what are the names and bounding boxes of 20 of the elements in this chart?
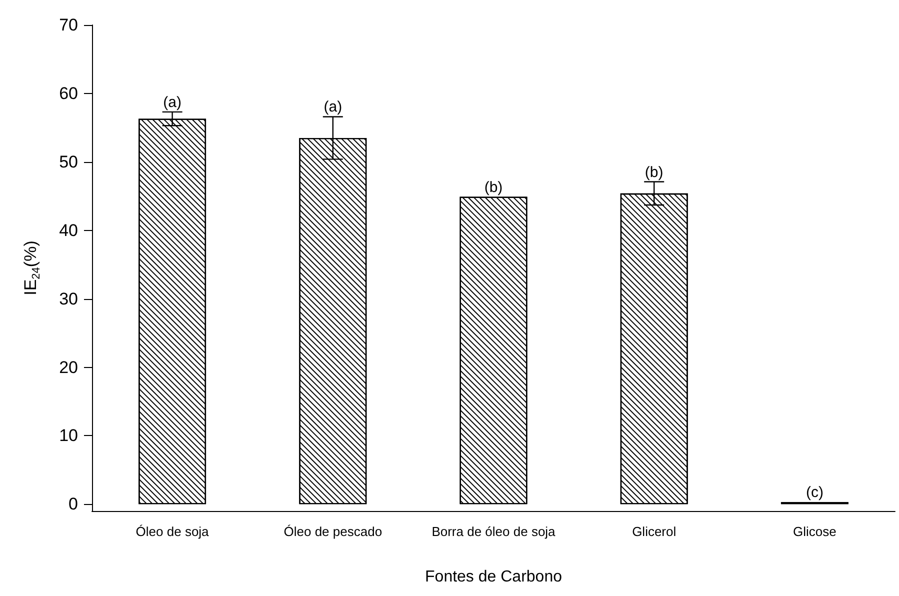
annotation: (b) — [644, 164, 664, 181]
annotation: (b) — [484, 178, 503, 196]
y-tick-label: 70 — [59, 16, 78, 34]
x-tick-label: Óleo de pescado — [284, 524, 382, 539]
annotation: (c) — [806, 484, 824, 502]
x-axis-title: Fontes de Carbono — [425, 568, 562, 586]
x-tick-label: Óleo de soja — [136, 524, 210, 539]
annotation: (a) — [163, 94, 182, 111]
x-tick-label: Glicose — [793, 524, 836, 539]
y-axis-title: IE24(%) — [21, 240, 42, 296]
x-tick-label: Borra de óleo de soja — [432, 524, 556, 539]
y-tick-label: 50 — [59, 152, 78, 172]
y-tick-label: 10 — [59, 426, 78, 446]
x-tick-label: Glicerol — [632, 524, 676, 539]
annotation: (a) — [324, 98, 342, 116]
y-tick-label: 0 — [68, 494, 78, 514]
y-tick-label: 60 — [59, 84, 78, 103]
y-tick-label: 20 — [59, 358, 78, 377]
y-tick-label: 30 — [59, 289, 78, 308]
y-tick-label: 40 — [59, 220, 78, 240]
